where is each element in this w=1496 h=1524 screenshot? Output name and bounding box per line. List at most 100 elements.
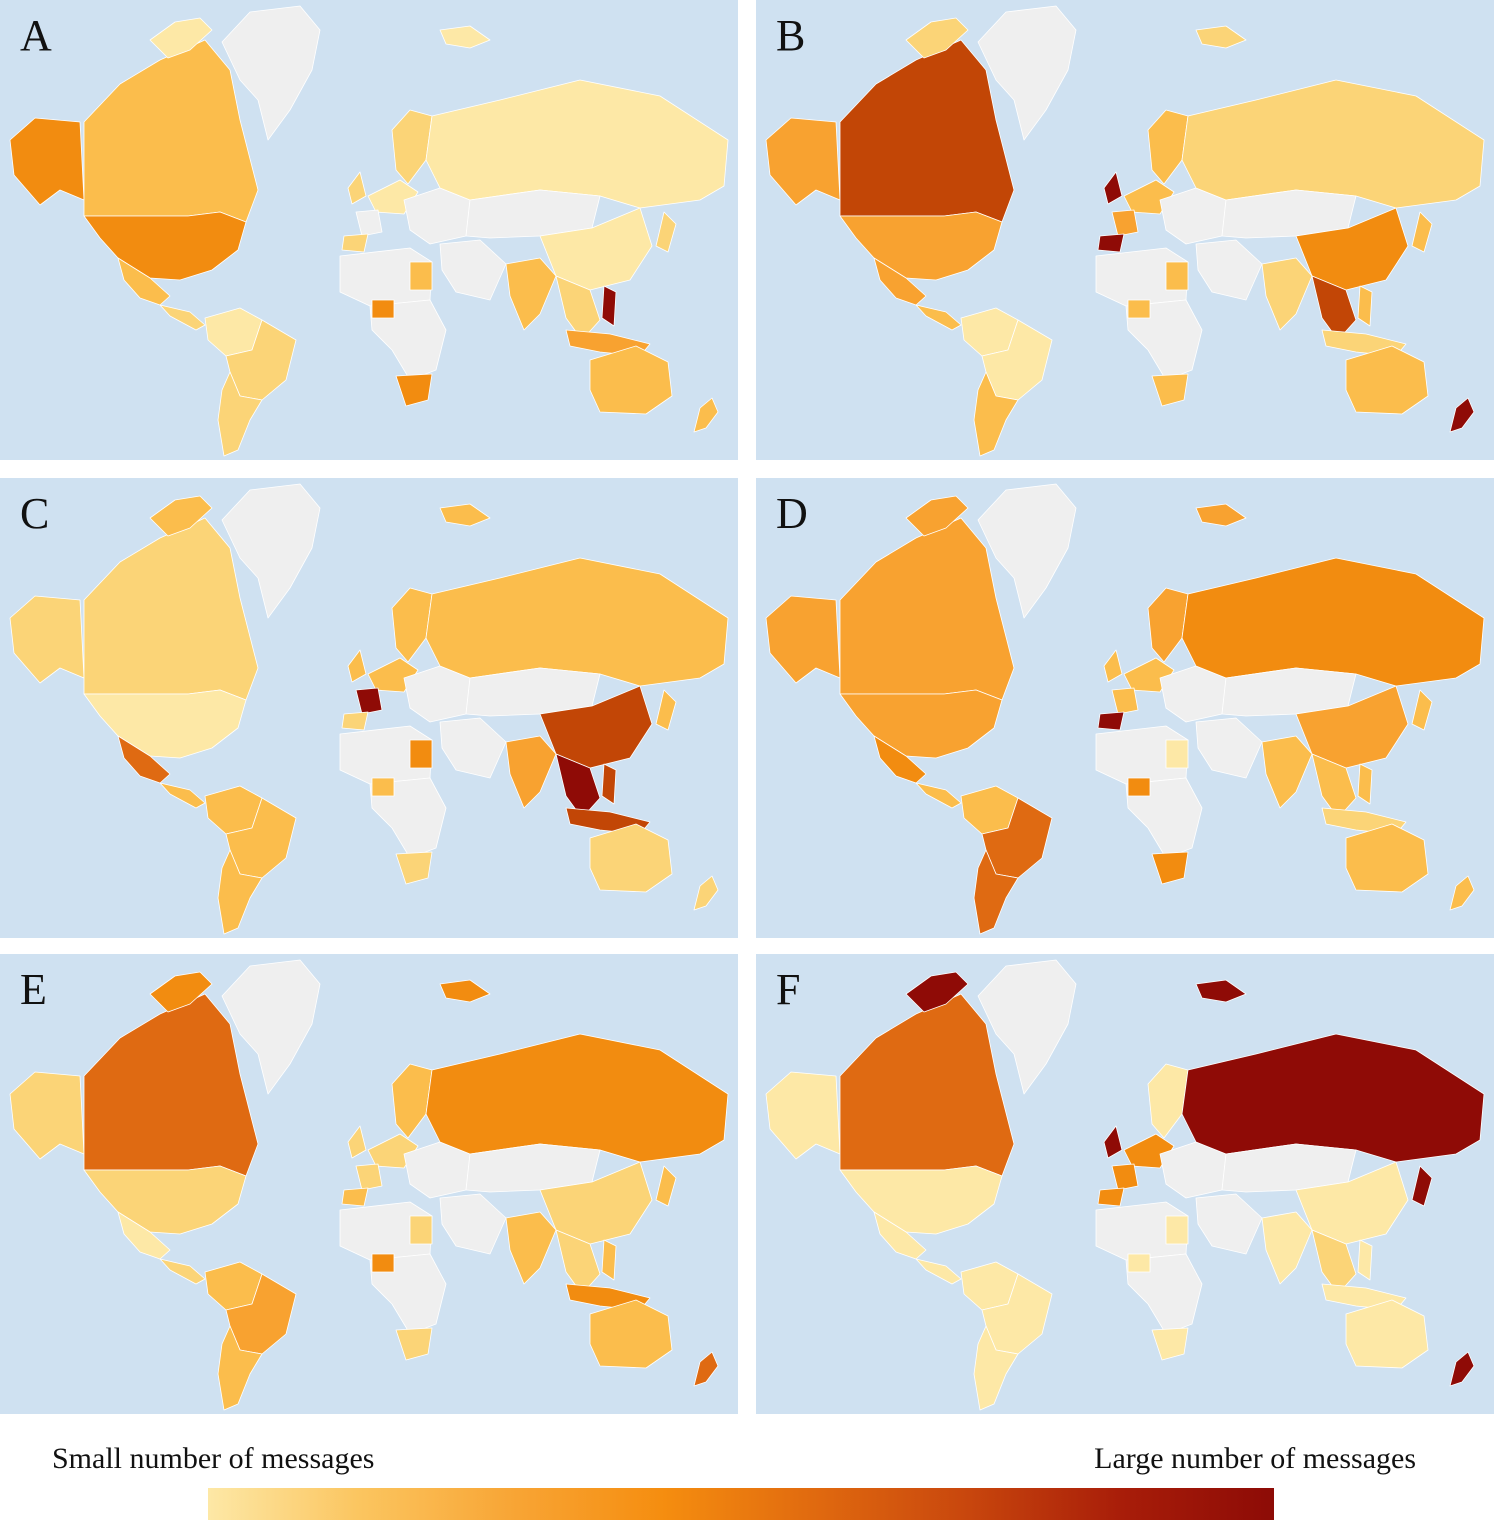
country-spain: [1097, 1187, 1125, 1207]
country-southeast-asia: [555, 1229, 601, 1295]
country-new-zealand: [1449, 1351, 1475, 1387]
map-panel-e: E: [0, 954, 738, 1414]
country-greenland: [221, 959, 321, 1095]
country-southeast-asia: [1311, 275, 1357, 341]
country-middle-east: [439, 717, 507, 779]
country-uk: [1103, 171, 1123, 205]
country-argentina-chile: [973, 1325, 1019, 1411]
country-australia: [589, 823, 673, 893]
country-usa: [83, 689, 247, 759]
country-alaska: [9, 1071, 85, 1160]
country-india: [1261, 257, 1313, 331]
country-new-zealand: [1449, 875, 1475, 911]
country-france: [355, 1163, 383, 1191]
country-australia: [1345, 823, 1429, 893]
country-nigeria: [1127, 299, 1151, 319]
country-egypt: [409, 1215, 433, 1245]
map-panel-f: F: [756, 954, 1494, 1414]
country-greenland: [221, 5, 321, 141]
country-greenland: [977, 5, 1077, 141]
country-australia: [1345, 1299, 1429, 1369]
country-nigeria: [1127, 777, 1151, 797]
country-japan: [1411, 1165, 1433, 1207]
legend-min-label: Small number of messages: [52, 1442, 375, 1475]
country-australia: [589, 345, 673, 415]
country-arctic-islands: [149, 971, 491, 1013]
country-middle-east: [439, 239, 507, 301]
country-south-africa: [395, 1327, 433, 1361]
country-alaska: [9, 117, 85, 206]
country-russia: [425, 79, 729, 209]
country-alaska: [765, 1071, 841, 1160]
world-map: [0, 478, 738, 938]
country-france: [1111, 209, 1139, 237]
country-central-america: [159, 304, 206, 331]
country-japan: [655, 689, 677, 731]
world-map: [756, 478, 1494, 938]
country-central-america: [915, 1258, 962, 1285]
country-egypt: [1165, 1215, 1189, 1245]
country-france: [355, 687, 383, 715]
country-arctic-islands: [149, 17, 491, 59]
country-greenland: [221, 483, 321, 619]
country-uk: [347, 649, 367, 683]
country-egypt: [1165, 739, 1189, 769]
map-panel-a: A: [0, 0, 738, 460]
country-middle-east: [1195, 717, 1263, 779]
country-arctic-islands: [149, 495, 491, 537]
country-india: [505, 257, 557, 331]
world-map: [0, 0, 738, 460]
country-spain: [1097, 233, 1125, 253]
country-philippines: [601, 1239, 617, 1281]
country-new-zealand: [1449, 397, 1475, 433]
country-russia: [1181, 79, 1485, 209]
country-egypt: [409, 739, 433, 769]
country-south-africa: [395, 373, 433, 407]
country-spain: [341, 233, 369, 253]
country-argentina-chile: [973, 849, 1019, 935]
world-map: [0, 954, 738, 1414]
country-philippines: [601, 285, 617, 327]
country-central-america: [915, 782, 962, 809]
country-russia: [425, 1033, 729, 1163]
panel-label: D: [776, 489, 808, 538]
panel-label: C: [20, 489, 50, 538]
country-new-zealand: [693, 875, 719, 911]
country-japan: [1411, 211, 1433, 253]
legend-color-scale: [208, 1488, 1274, 1520]
country-france: [1111, 1163, 1139, 1191]
country-alaska: [9, 595, 85, 684]
country-spain: [341, 711, 369, 731]
country-russia: [1181, 1033, 1485, 1163]
country-egypt: [1165, 261, 1189, 291]
country-alaska: [765, 117, 841, 206]
country-uk: [1103, 649, 1123, 683]
country-philippines: [601, 763, 617, 805]
world-map: [756, 954, 1494, 1414]
country-france: [355, 209, 383, 237]
country-alaska: [765, 595, 841, 684]
country-india: [1261, 735, 1313, 809]
country-nigeria: [371, 1253, 395, 1273]
country-south-africa: [1151, 1327, 1189, 1361]
panel-label: E: [20, 965, 47, 1014]
country-usa: [839, 1165, 1003, 1235]
country-nigeria: [1127, 1253, 1151, 1273]
country-middle-east: [1195, 239, 1263, 301]
country-australia: [1345, 345, 1429, 415]
country-usa: [839, 689, 1003, 759]
country-australia: [589, 1299, 673, 1369]
country-uk: [347, 1125, 367, 1159]
country-japan: [655, 1165, 677, 1207]
country-south-africa: [1151, 851, 1189, 885]
country-spain: [341, 1187, 369, 1207]
country-usa: [83, 211, 247, 281]
country-philippines: [1357, 1239, 1373, 1281]
panel-label: B: [776, 11, 806, 60]
country-spain: [1097, 711, 1125, 731]
country-nigeria: [371, 299, 395, 319]
world-map: [756, 0, 1494, 460]
country-usa: [839, 211, 1003, 281]
country-new-zealand: [693, 397, 719, 433]
legend-max-label: Large number of messages: [1094, 1442, 1416, 1475]
